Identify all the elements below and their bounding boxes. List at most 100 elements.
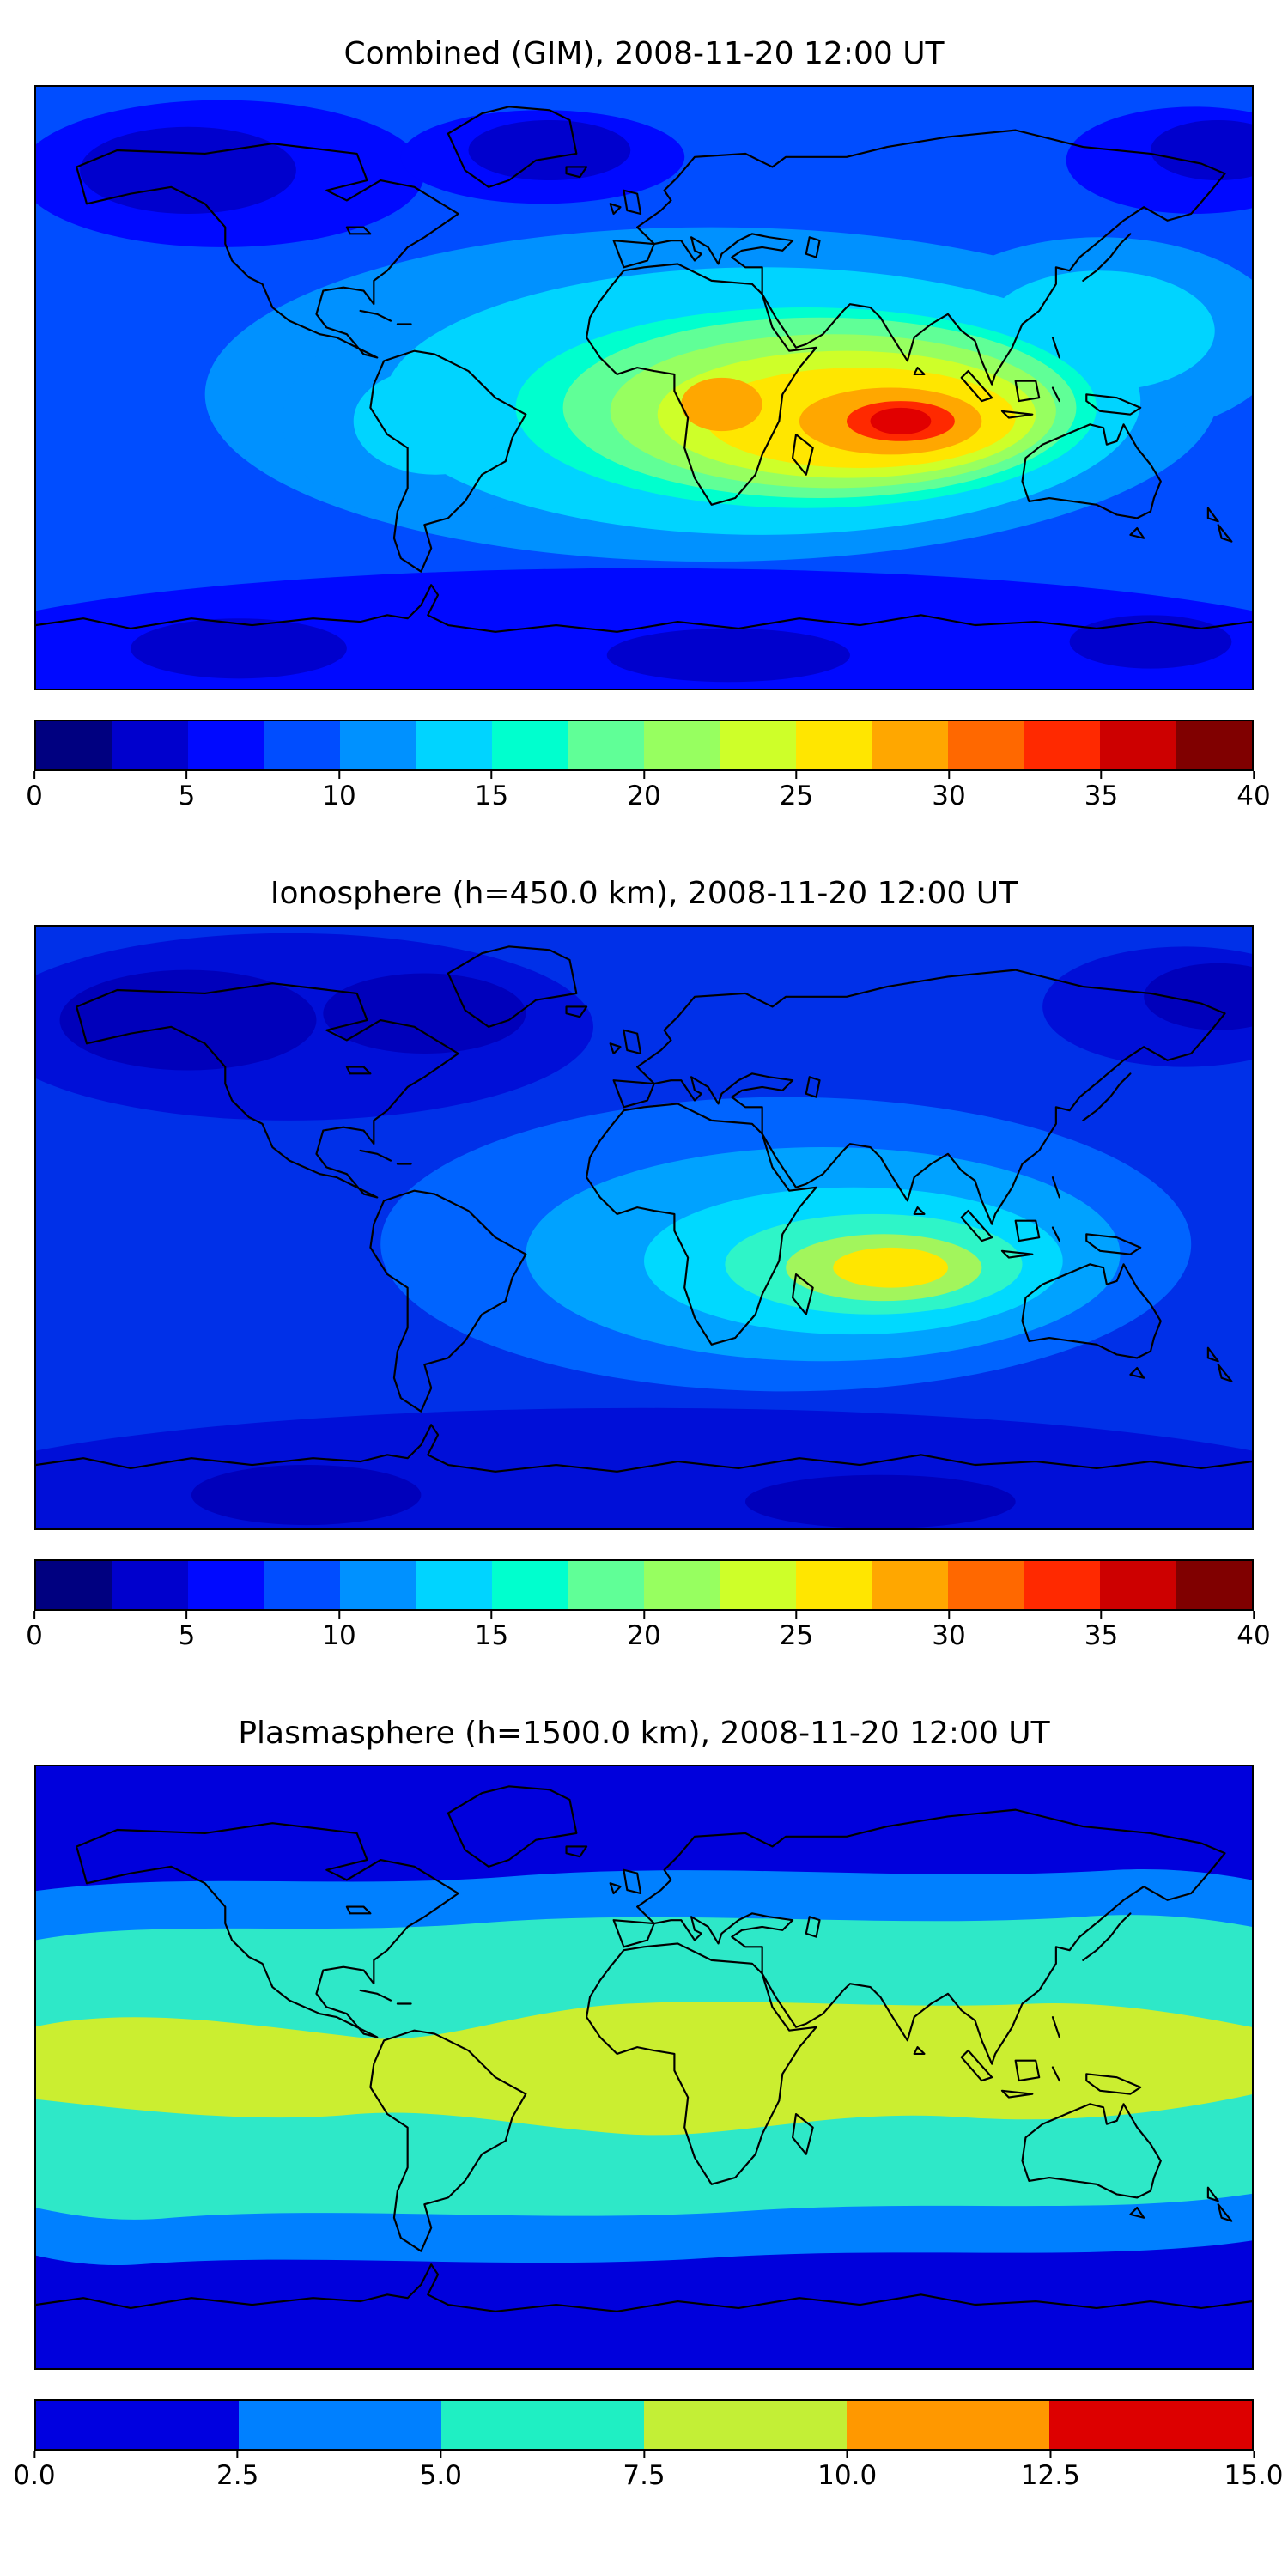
colorbar-segment (644, 1561, 720, 1609)
colorbar-tick-mark (337, 771, 340, 779)
colorbar-ticks-combined: 0 5 10 15 20 25 30 35 40 (26, 771, 1271, 816)
colorbar-tick-mark (795, 771, 798, 779)
colorbar-tick-mark (947, 771, 950, 779)
colorbar-segment (948, 721, 1024, 769)
colorbar-segment (188, 721, 264, 769)
colorbar-segment (1024, 721, 1100, 769)
colorbar-tick: 5 (178, 1611, 196, 1651)
colorbar-tick-label: 10 (322, 781, 356, 811)
panel-ionosphere: Ionosphere (h=450.0 km), 2008-11-20 12:0… (26, 876, 1271, 1656)
map-ionosphere (34, 925, 1254, 1530)
colorbar-tick-mark (947, 1611, 950, 1619)
colorbar-tick-mark (1100, 771, 1103, 779)
colorbar-combined (34, 720, 1254, 771)
colorbar-segment (720, 1561, 796, 1609)
colorbar-tick: 10.0 (817, 2451, 877, 2491)
map-plasmasphere-svg (36, 1766, 1252, 2368)
colorbar-tick-mark (846, 2451, 848, 2458)
colorbar-tick-mark (33, 1611, 35, 1619)
tec-field-ionosphere (36, 927, 1252, 1528)
colorbar-tick-label: 25 (779, 781, 814, 811)
colorbar-segment (568, 1561, 644, 1609)
tec-field-combined (36, 87, 1252, 689)
colorbar-tick-label: 5 (178, 1620, 196, 1651)
map-combined-svg (36, 87, 1252, 689)
colorbar-tick: 15 (475, 1611, 508, 1651)
colorbar-tick-label: 20 (627, 781, 661, 811)
colorbar-tick-label: 12.5 (1020, 2460, 1080, 2491)
colorbar-tick-label: 10.0 (817, 2460, 878, 2491)
colorbar-tick-mark (185, 1611, 188, 1619)
colorbar-tick-mark (185, 771, 188, 779)
colorbar-segment (492, 1561, 568, 1609)
colorbar-segment (872, 721, 948, 769)
colorbar-tick-mark (490, 771, 493, 779)
colorbar-tick-mark (490, 1611, 493, 1619)
colorbar-tick-mark (33, 771, 35, 779)
colorbar-tick-mark (642, 1611, 645, 1619)
colorbar-tick-label: 5.0 (419, 2460, 462, 2491)
colorbar-segment (1176, 721, 1252, 769)
colorbar-tick: 5 (179, 771, 195, 811)
colorbar-tick: 35 (1084, 1611, 1118, 1651)
panel-combined: Combined (GIM), 2008-11-20 12:00 UT (26, 36, 1271, 816)
colorbar-tick: 10 (322, 771, 356, 811)
colorbar-tick-label: 40 (1236, 1620, 1271, 1651)
tec-field-plasmasphere (36, 1766, 1252, 2368)
colorbar-segment (112, 721, 188, 769)
colorbar-tick: 40 (1236, 1611, 1271, 1651)
panel-title-combined: Combined (GIM), 2008-11-20 12:00 UT (343, 36, 945, 71)
colorbar-segment (720, 721, 796, 769)
colorbar-segment (36, 721, 112, 769)
colorbar-segment (796, 721, 872, 769)
colorbar-segment (239, 2401, 441, 2449)
colorbar-tick-label: 10 (322, 1620, 356, 1651)
panel-title-ionosphere: Ionosphere (h=450.0 km), 2008-11-20 12:0… (270, 876, 1018, 911)
colorbar-segment (796, 1561, 872, 1609)
colorbar-segment (36, 2401, 239, 2449)
colorbar-segment (441, 2401, 644, 2449)
colorbar-tick-mark (33, 2451, 35, 2458)
colorbar-tick-label: 0 (26, 781, 43, 811)
colorbar-segment (644, 2401, 847, 2449)
colorbar-tick-mark (1253, 2451, 1255, 2458)
colorbar-tick: 30 (932, 1611, 966, 1651)
colorbar-tick: 5.0 (420, 2451, 462, 2491)
colorbar-tick: 35 (1084, 771, 1118, 811)
colorbar-tick-mark (643, 2451, 645, 2458)
colorbar-segment (1049, 2401, 1252, 2449)
colorbar-tick-mark (1049, 2451, 1052, 2458)
colorbar-tick: 20 (627, 1611, 661, 1651)
colorbar-ionosphere (34, 1559, 1254, 1611)
colorbar-segment (188, 1561, 264, 1609)
colorbar-tick-mark (236, 2451, 239, 2458)
colorbar-tick-label: 40 (1236, 781, 1271, 811)
colorbar-segment (36, 1561, 112, 1609)
colorbar-ticks-ionosphere: 0 5 10 15 20 25 30 35 40 (26, 1611, 1271, 1656)
colorbar-segment (416, 721, 492, 769)
map-plasmasphere (34, 1765, 1254, 2370)
colorbar-segment (1100, 721, 1176, 769)
colorbar-tick: 30 (932, 771, 966, 811)
colorbar-tick-label: 7.5 (623, 2460, 665, 2491)
map-ionosphere-svg (36, 927, 1252, 1528)
colorbar-ticks-plasmasphere: 0.0 2.5 5.0 7.5 10.0 12.5 15.0 (13, 2451, 1284, 2495)
colorbar-segment (1024, 1561, 1100, 1609)
colorbar-segment (1100, 1561, 1176, 1609)
colorbar-tick-mark (642, 771, 645, 779)
colorbar-tick: 10 (322, 1611, 356, 1651)
colorbar-tick: 7.5 (623, 2451, 665, 2491)
colorbar-segment (492, 721, 568, 769)
colorbar-tick-mark (1252, 1611, 1255, 1619)
colorbar-tick-label: 15 (474, 781, 509, 811)
colorbar-tick-label: 30 (932, 781, 966, 811)
colorbar-tick: 25 (780, 771, 813, 811)
colorbar-tick: 2.5 (216, 2451, 258, 2491)
colorbar-segment (872, 1561, 948, 1609)
colorbar-tick-mark (440, 2451, 442, 2458)
colorbar-segment (644, 721, 720, 769)
colorbar-tick-label: 2.5 (216, 2460, 259, 2491)
colorbar-segment (264, 1561, 340, 1609)
tec-figure: Combined (GIM), 2008-11-20 12:00 UT (13, 36, 1284, 2495)
colorbar-segment (112, 1561, 188, 1609)
